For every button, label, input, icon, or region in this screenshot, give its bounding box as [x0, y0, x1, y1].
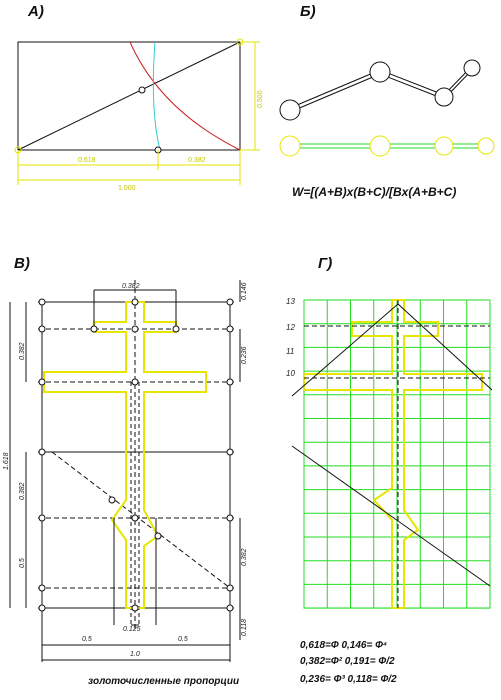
panel-g-row-10: 10 — [286, 369, 295, 378]
panel-v-dim-bottom-mid: 0.125 — [123, 626, 141, 633]
panel-a-dim-total: 1.000 — [118, 185, 136, 192]
panel-label-v: В) — [14, 255, 30, 272]
panel-v-dim-right-top: 0.146 — [241, 282, 248, 300]
panel-g-row-13: 13 — [286, 297, 295, 306]
panel-a-dim-bottom-right: 0.382 — [188, 157, 206, 164]
panel-label-b: Б) — [300, 3, 316, 20]
panel-v-dim-bottom-left: 0.5 — [82, 636, 92, 643]
panel-b-beads-chain — [279, 59, 481, 121]
panel-v-dim-top: 0.382 — [122, 283, 140, 290]
panel-g-row-11: 11 — [286, 347, 294, 356]
legend-line-2: 0,382=Ф² 0,191= Ф/2 — [300, 656, 395, 667]
panel-v-dim-right-bottom: 0.118 — [241, 619, 248, 636]
legend-line-1: 0,618=Ф 0,146= Ф⁴ — [300, 640, 387, 651]
panel-v-dim-left-middle: 0.382 — [19, 482, 26, 500]
panel-g-row-12: 12 — [286, 323, 295, 332]
panel-v-cross-grid — [9, 280, 241, 662]
panel-v-dim-right-lower: 0.382 — [241, 548, 248, 566]
panel-a-golden-rectangle — [14, 38, 260, 185]
panel-v-dim-left-lower: 0.5 — [19, 558, 26, 568]
panel-a-dim-right: 0.500 — [257, 90, 264, 108]
panel-v-dim-bottom-total: 1.0 — [130, 651, 140, 658]
panel-b-beads-straight — [279, 135, 495, 157]
panel-b-formula: W=[(A+B)x(B+C)/[Bx(A+B+C) — [292, 185, 456, 199]
legend-line-3: 0,236= Ф³ 0,118= Ф/2 — [300, 674, 397, 685]
panel-v-dim-left-total: 1.618 — [3, 452, 10, 470]
panel-v-caption: золоточисленные пропорции — [88, 676, 239, 687]
panel-g-grid — [291, 299, 493, 609]
panel-v-dim-left-upper: 0.382 — [19, 342, 26, 360]
panel-v-dim-bottom-right: 0.5 — [178, 636, 188, 643]
panel-a-dim-bottom-left: 0.618 — [78, 157, 96, 164]
panel-label-a: А) — [27, 3, 44, 20]
panel-v-dim-right-upper: 0.236 — [241, 346, 248, 364]
panel-label-g: Г) — [318, 255, 332, 272]
golden-ratio-legend: 0,618=Ф 0,146= Ф⁴ 0,382=Ф² 0,191= Ф/2 0,… — [300, 640, 397, 685]
